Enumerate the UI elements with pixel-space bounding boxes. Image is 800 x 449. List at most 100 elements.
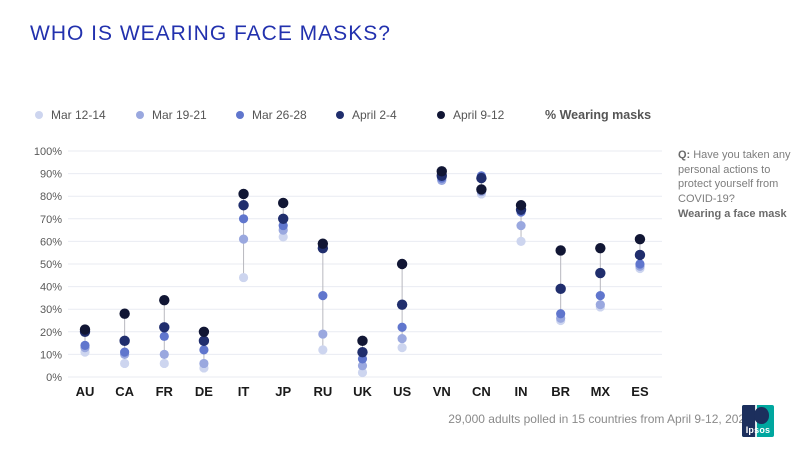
data-dot	[278, 197, 289, 209]
data-dot	[635, 259, 645, 269]
legend-item: April 2-4	[336, 106, 397, 124]
data-dot	[357, 346, 368, 358]
country-label: UK	[353, 384, 372, 399]
data-dot	[238, 234, 249, 244]
legend-item-label: Mar 12-14	[51, 108, 106, 122]
data-dot	[159, 322, 170, 333]
data-dot	[555, 283, 566, 295]
data-dot	[159, 294, 170, 306]
data-dot	[119, 335, 130, 347]
data-dot	[396, 299, 408, 310]
legend-item-label: April 2-4	[352, 108, 397, 122]
y-axis-tick-label: 50%	[40, 259, 62, 271]
question-topic: Wearing a face mask	[678, 207, 787, 220]
data-dot	[238, 200, 249, 211]
data-dot	[555, 245, 566, 256]
logo-wordmark: Ipsos	[745, 425, 771, 435]
legend-item: April 9-12	[437, 106, 504, 124]
data-dot	[516, 220, 526, 231]
data-dot	[238, 272, 249, 283]
country-label: CN	[472, 384, 491, 399]
ipsos-logo: Ipsos	[742, 405, 774, 437]
legend-item: Mar 26-28	[236, 106, 307, 124]
question-text: Have you taken any personal actions to p…	[678, 149, 791, 205]
legend-dot-icon	[236, 111, 244, 119]
data-dot	[595, 267, 606, 279]
country-label: AU	[76, 384, 95, 399]
legend-dot-icon	[437, 111, 445, 119]
data-dot	[318, 291, 328, 301]
data-dot	[476, 184, 487, 195]
y-axis-tick-label: 70%	[40, 214, 62, 226]
data-dot	[318, 345, 328, 355]
legend-item: Mar 12-14	[35, 106, 106, 124]
data-dot	[159, 358, 169, 369]
data-dot	[397, 343, 407, 353]
data-dot	[397, 333, 407, 344]
country-label: JP	[275, 384, 291, 399]
data-dot	[80, 340, 90, 350]
data-dot	[120, 358, 130, 369]
country-label: DE	[195, 384, 213, 399]
data-dot	[199, 358, 209, 369]
legend-item-label: April 9-12	[453, 108, 505, 122]
data-dot	[476, 172, 487, 184]
data-dot	[357, 367, 368, 378]
sample-size-note: 29,000 adults polled in 15 countries fro…	[448, 412, 752, 426]
country-label: CA	[115, 384, 134, 399]
country-label: BR	[551, 384, 570, 399]
logo-shape-bar	[742, 405, 757, 437]
logo-face-icon	[754, 406, 769, 424]
survey-question-note: Q: Have you taken any personal actions to…	[678, 148, 792, 221]
data-dot	[120, 347, 130, 357]
data-dot	[79, 324, 91, 335]
legend-item-label: Mar 19-21	[152, 108, 207, 122]
data-dot	[278, 213, 289, 224]
y-axis-tick-label: 20%	[40, 327, 62, 339]
question-prefix: Q:	[678, 149, 691, 161]
data-dot	[317, 238, 329, 249]
chart-legend: % Wearing masks Mar 12-14 Mar 19-21 Mar 26…	[0, 106, 800, 124]
legend-dot-icon	[136, 111, 144, 119]
data-dot	[199, 345, 209, 355]
data-dot	[318, 329, 328, 339]
data-dot	[198, 335, 210, 347]
data-dot	[396, 258, 408, 270]
country-label: IN	[515, 384, 528, 399]
y-axis-tick-label: 40%	[40, 282, 62, 294]
data-dot	[595, 300, 605, 310]
y-axis-tick-label: 60%	[40, 236, 62, 248]
y-axis-tick-label: 30%	[40, 304, 62, 316]
country-label: RU	[313, 384, 332, 399]
data-dot	[357, 361, 368, 371]
data-dot	[119, 308, 130, 319]
y-axis-tick-label: 80%	[40, 191, 62, 203]
data-dot	[278, 232, 288, 242]
data-dot	[516, 236, 526, 246]
legend-series-label: % Wearing masks	[545, 108, 652, 122]
y-axis-tick-label: 90%	[40, 169, 62, 181]
data-dot	[436, 166, 447, 177]
y-axis-tick-label: 10%	[40, 349, 62, 361]
country-label: FR	[156, 384, 174, 399]
data-dot	[634, 233, 646, 245]
data-dot	[595, 291, 605, 301]
country-label: VN	[433, 384, 451, 399]
data-dot	[595, 242, 606, 254]
country-label: MX	[591, 384, 611, 399]
y-axis-tick-label: 100%	[34, 146, 62, 158]
data-dot	[556, 309, 566, 319]
data-dot	[634, 249, 646, 261]
data-dot	[515, 200, 527, 211]
y-axis-tick-label: 0%	[46, 372, 62, 384]
page-title: WHO IS WEARING FACE MASKS?	[30, 22, 391, 45]
legend-item-label: Mar 26-28	[252, 108, 307, 122]
data-dot	[159, 349, 169, 359]
data-dot	[198, 326, 210, 337]
data-dot	[238, 188, 249, 200]
country-label: IT	[238, 384, 250, 399]
legend-dot-icon	[336, 111, 344, 119]
legend-dot-icon	[35, 111, 43, 119]
